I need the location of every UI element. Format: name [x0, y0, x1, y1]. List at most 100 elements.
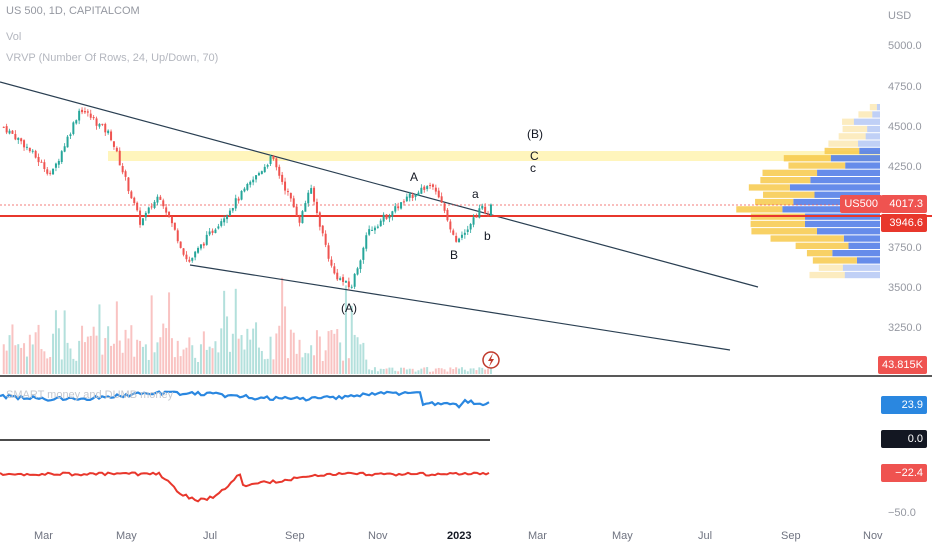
volume-profile-down-row	[842, 118, 854, 125]
candle-body	[110, 131, 113, 141]
wave-label-sub-c[interactable]: c	[530, 161, 536, 175]
candle-body	[356, 268, 359, 275]
volume-bar	[43, 351, 46, 374]
candle-body	[255, 175, 258, 180]
candle-body	[75, 120, 78, 124]
symbol-legend[interactable]: US 500, 1D, CAPITALCOM	[6, 5, 140, 17]
candle-body	[49, 172, 52, 174]
candle-body	[104, 123, 107, 133]
volume-bar	[20, 347, 23, 374]
candle-body	[426, 186, 429, 190]
indicator-legend[interactable]: SMART money and DUMB money	[6, 389, 174, 401]
candle-body	[20, 138, 23, 142]
volume-profile-down-row	[869, 104, 877, 111]
candle-body	[188, 259, 191, 262]
volume-bar	[46, 358, 49, 374]
lightning-icon[interactable]	[482, 351, 500, 369]
candle-body	[112, 141, 115, 147]
smart-money-line	[0, 390, 490, 409]
volume-profile-down-row	[751, 228, 817, 235]
wave-label-big-b[interactable]: (B)	[527, 127, 543, 141]
zero-line-tag[interactable]: 0.0	[881, 430, 927, 448]
candle-body	[460, 234, 463, 238]
candle-body	[481, 205, 484, 209]
level-price-tag[interactable]: 3946.6	[881, 214, 927, 232]
dumb-money-tag[interactable]: −22.4	[881, 464, 927, 482]
candle-body	[478, 208, 481, 218]
volume-profile-up-row	[872, 111, 880, 118]
volume-bar	[127, 338, 130, 374]
candle-body	[173, 222, 176, 230]
volume-profile-down-row	[770, 235, 844, 242]
candle-body	[391, 211, 394, 217]
wave-label-big-a[interactable]: (A)	[341, 301, 357, 315]
volume-bar	[469, 368, 472, 374]
candle-body	[394, 206, 397, 212]
candle-body	[52, 168, 55, 175]
volume-bar	[429, 371, 432, 374]
candle-body	[81, 109, 84, 113]
candle-body	[359, 260, 362, 270]
volume-bar	[202, 331, 205, 374]
volume-bar	[458, 368, 461, 374]
candle-body	[46, 169, 49, 174]
volume-profile-up-row	[867, 125, 880, 133]
candle-body	[17, 137, 20, 140]
volume-bar	[365, 359, 368, 374]
volume-bar	[347, 358, 350, 374]
volume-profile-down-row	[762, 169, 818, 176]
candle-body	[344, 280, 347, 283]
candle-body	[449, 221, 452, 230]
volume-profile-down-row	[788, 162, 846, 169]
volume-bar	[284, 306, 287, 374]
candle-body	[54, 163, 57, 168]
candle-body	[350, 286, 353, 288]
candle-body	[321, 225, 324, 234]
wave-label-sub-a[interactable]: a	[472, 187, 479, 201]
volume-profile-up-row	[804, 220, 880, 228]
smart-money-tag[interactable]: 23.9	[881, 396, 927, 414]
volume-bar	[373, 367, 376, 374]
volume-profile-down-row	[812, 257, 857, 264]
candle-body	[5, 126, 8, 133]
volume-bar	[49, 356, 52, 374]
wave-label-b[interactable]: B	[450, 248, 459, 262]
candle-body	[440, 196, 443, 203]
time-tick: 2023	[447, 530, 472, 542]
volume-bar	[150, 295, 153, 374]
volume-bar	[17, 344, 20, 374]
candle-body	[252, 179, 255, 183]
candle-body	[107, 130, 110, 134]
volume-bar	[249, 339, 252, 374]
volume-bar	[402, 367, 405, 374]
volume-bar	[139, 340, 142, 374]
candle-body	[170, 216, 173, 224]
wave-label-a[interactable]: A	[410, 170, 419, 184]
volume-profile-up-row	[814, 191, 880, 198]
candle-body	[431, 184, 434, 187]
volume-tag[interactable]: 43.815K	[878, 356, 927, 374]
vrvp-legend[interactable]: VRVP (Number Of Rows, 24, Up/Down, 70)	[6, 52, 219, 64]
candle-body	[246, 184, 249, 190]
candle-body	[141, 218, 144, 226]
volume-bar	[391, 367, 394, 374]
wave-label-sub-b[interactable]: b	[484, 229, 491, 243]
candle-body	[408, 193, 411, 198]
volume-bar	[194, 357, 197, 374]
candle-body	[284, 181, 287, 191]
last-price-tag[interactable]: 4017.3	[881, 195, 927, 213]
candle-body	[139, 210, 142, 225]
candle-body	[28, 147, 31, 152]
volume-bar	[144, 344, 147, 374]
wave-label-c-upper[interactable]: C	[530, 149, 539, 163]
volume-bar	[25, 356, 28, 374]
vol-legend[interactable]: Vol	[6, 31, 22, 43]
candle-body	[2, 126, 5, 128]
candle-body	[136, 202, 139, 211]
volume-profile-down-row	[748, 184, 790, 191]
candle-body	[191, 257, 194, 261]
candle-body	[199, 244, 202, 249]
symbol-price-tag[interactable]: US500	[840, 195, 882, 213]
volume-bar	[197, 361, 200, 374]
